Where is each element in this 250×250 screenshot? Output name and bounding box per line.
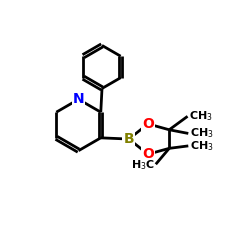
- Text: O: O: [142, 117, 154, 131]
- Text: CH$_3$: CH$_3$: [190, 139, 213, 153]
- Text: CH$_3$: CH$_3$: [189, 109, 212, 123]
- Text: O: O: [142, 147, 154, 161]
- Text: B: B: [124, 132, 134, 146]
- Text: H$_3$C: H$_3$C: [130, 158, 154, 172]
- Text: CH$_3$: CH$_3$: [190, 126, 213, 140]
- Text: N: N: [73, 92, 84, 106]
